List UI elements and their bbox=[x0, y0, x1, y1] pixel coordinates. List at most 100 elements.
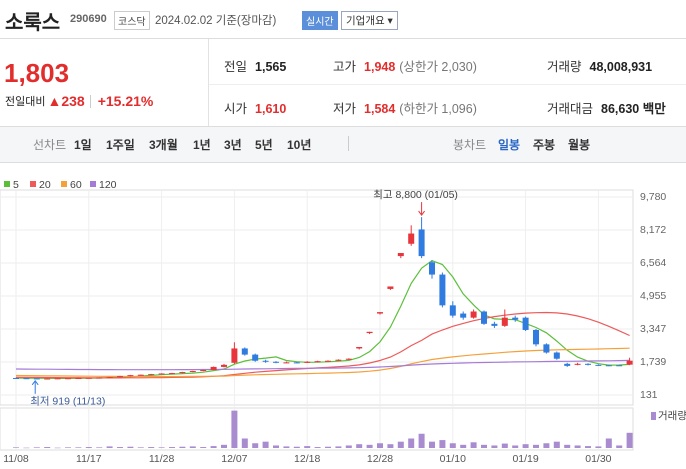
legend-label: 5 bbox=[13, 179, 19, 191]
annotation: 최저 919 (11/13) bbox=[30, 396, 105, 408]
candle-body bbox=[304, 361, 311, 363]
legend-swatch bbox=[30, 181, 36, 187]
volume-legend: 거래량 bbox=[658, 410, 686, 422]
tab[interactable]: 3년 bbox=[224, 138, 242, 152]
info-label: 거래량 bbox=[547, 60, 582, 74]
candle-body bbox=[377, 312, 383, 314]
stock-code: 290690 bbox=[70, 13, 107, 25]
candle-body bbox=[543, 344, 550, 353]
volume-bar bbox=[553, 441, 560, 448]
candle-body bbox=[512, 317, 519, 320]
y-tick-label: 8,172 bbox=[640, 224, 666, 236]
company-info-button[interactable]: 기업개요 ▾ bbox=[341, 11, 398, 30]
x-tick-label: 01/30 bbox=[585, 453, 611, 465]
candle-body bbox=[210, 366, 217, 370]
candle-body bbox=[553, 352, 560, 359]
y-tick-label: 6,564 bbox=[640, 257, 666, 269]
volume-bar bbox=[241, 438, 248, 448]
candle-body bbox=[522, 317, 529, 330]
info-label: 저가 bbox=[333, 102, 357, 116]
volume-bar bbox=[231, 410, 238, 448]
candle-body bbox=[293, 362, 300, 364]
legend-swatch bbox=[90, 181, 96, 187]
volume-bar bbox=[293, 446, 300, 448]
candle-body bbox=[481, 311, 487, 324]
tab[interactable]: 1년 bbox=[193, 138, 211, 152]
candle-body bbox=[252, 354, 259, 361]
tab[interactable]: 10년 bbox=[287, 138, 312, 152]
divider bbox=[208, 39, 209, 126]
info-cell: 고가 1,948 (상한가 2,030) bbox=[333, 56, 477, 75]
tab[interactable]: 5년 bbox=[255, 138, 273, 152]
tab[interactable]: 1주일 bbox=[106, 138, 135, 152]
candle-body bbox=[501, 317, 508, 326]
volume-bar bbox=[574, 445, 581, 448]
volume-bar bbox=[439, 440, 446, 448]
market-badge: 코스닥 bbox=[114, 11, 150, 30]
moving-average-line bbox=[15, 359, 630, 371]
tab[interactable]: 주봉 bbox=[533, 138, 556, 152]
y-tick-label: 1,739 bbox=[640, 356, 666, 368]
volume-bar bbox=[13, 447, 19, 448]
volume-bar bbox=[85, 447, 92, 448]
info-cell: 거래대금 86,630 백만 bbox=[547, 98, 666, 117]
volume-bar bbox=[23, 447, 30, 449]
tab-bar bbox=[0, 126, 686, 163]
info-value: 86,630 bbox=[601, 102, 640, 116]
tab[interactable]: 일봉 bbox=[498, 138, 521, 152]
info-value: 1,584 bbox=[364, 102, 396, 116]
volume-bar bbox=[54, 447, 61, 449]
y-tick-label: 3,347 bbox=[640, 323, 666, 335]
candle-body bbox=[13, 377, 19, 379]
candle-body bbox=[200, 369, 207, 372]
candle-body bbox=[418, 229, 425, 257]
candle-body bbox=[491, 323, 498, 326]
candle-body bbox=[449, 305, 456, 316]
candle-body bbox=[75, 377, 82, 379]
candle-body bbox=[408, 233, 415, 244]
annotation: 최고 8,800 (01/05) bbox=[373, 189, 458, 201]
volume-bar bbox=[449, 443, 456, 448]
volume-bar bbox=[44, 447, 51, 448]
x-tick-label: 12/07 bbox=[221, 453, 247, 465]
volume-bar bbox=[169, 447, 175, 448]
legend-label: 120 bbox=[99, 179, 117, 191]
y-tick-label: 4,955 bbox=[640, 290, 666, 302]
candle-body bbox=[626, 360, 633, 365]
candle-body bbox=[314, 361, 321, 363]
volume-bar bbox=[325, 446, 331, 448]
candle-body bbox=[397, 253, 404, 257]
candle-body bbox=[241, 348, 248, 355]
candle-body bbox=[439, 274, 446, 306]
candle-body bbox=[605, 365, 612, 367]
info-value: 1,610 bbox=[255, 102, 287, 116]
volume-bar bbox=[210, 446, 217, 448]
tab-group-label: 선차트 bbox=[33, 138, 67, 152]
candle-body bbox=[533, 329, 539, 345]
info-label: 시가 bbox=[224, 102, 248, 116]
realtime-button[interactable]: 실시간 bbox=[302, 11, 338, 30]
volume-bar bbox=[418, 433, 425, 448]
volume-bar bbox=[470, 442, 477, 448]
volume-bar bbox=[117, 447, 123, 448]
tab[interactable]: 1일 bbox=[74, 138, 92, 152]
volume-bar bbox=[252, 443, 259, 448]
candle-body bbox=[262, 360, 269, 362]
volume-bar bbox=[408, 438, 415, 448]
tab[interactable]: 3개월 bbox=[149, 138, 178, 152]
volume-bar bbox=[481, 444, 487, 448]
volume-bar bbox=[189, 446, 196, 448]
info-note: (상한가 2,030) bbox=[399, 60, 477, 74]
candle-body bbox=[148, 374, 155, 376]
volume-bar bbox=[127, 446, 134, 448]
volume-bar bbox=[335, 446, 342, 448]
moving-average-line bbox=[15, 260, 630, 379]
tab[interactable]: 월봉 bbox=[568, 138, 591, 152]
volume-bar bbox=[314, 447, 321, 448]
change-label: 전일대비 bbox=[5, 96, 46, 108]
volume-bar bbox=[200, 447, 207, 448]
volume-bar bbox=[616, 445, 623, 448]
x-tick-label: 01/10 bbox=[440, 453, 466, 465]
x-tick-label: 11/28 bbox=[149, 453, 175, 465]
volume-bar bbox=[304, 446, 311, 448]
